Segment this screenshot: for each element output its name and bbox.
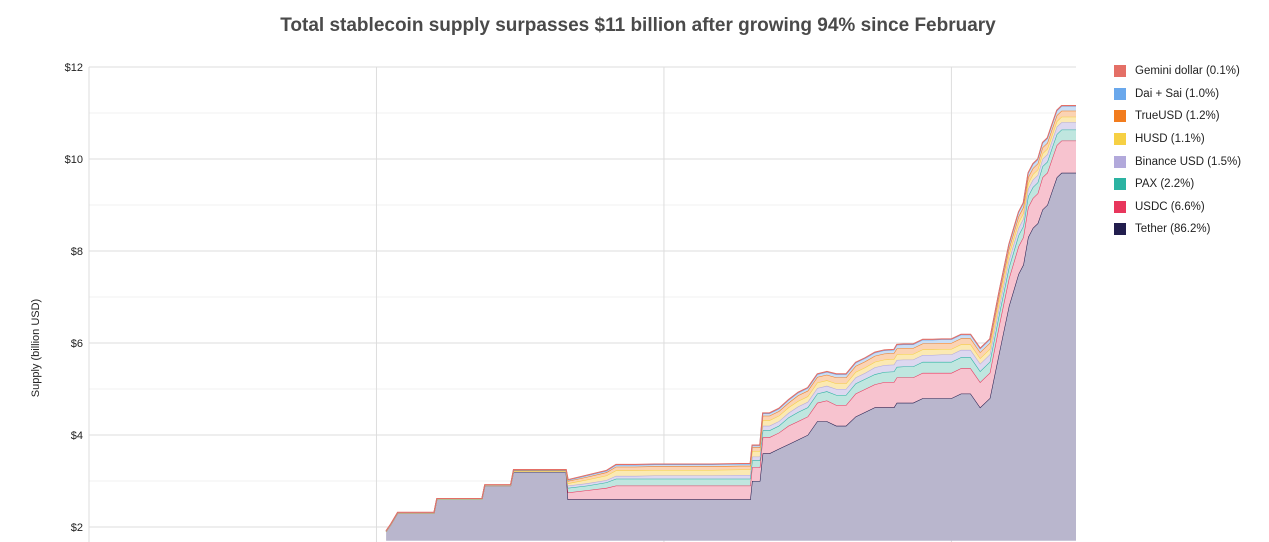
legend-item: USDC (6.6%) — [1114, 196, 1241, 219]
legend-swatch — [1114, 178, 1126, 191]
legend-label: Binance USD (1.5%) — [1135, 155, 1242, 168]
legend-swatch — [1114, 110, 1126, 123]
legend-item: PAX (2.2%) — [1114, 173, 1241, 196]
y-tick-label: $2 — [71, 522, 83, 534]
legend-item: HUSD (1.1%) — [1114, 128, 1241, 151]
y-tick-label: $4 — [71, 430, 83, 442]
chart-title: Total stablecoin supply surpasses $11 bi… — [280, 15, 996, 36]
legend-swatch — [1114, 65, 1126, 78]
legend-label: Dai + Sai (1.0%) — [1135, 87, 1220, 100]
y-tick-label: $6 — [71, 338, 83, 350]
legend-swatch — [1114, 223, 1126, 236]
area-tether — [386, 172, 1077, 541]
y-tick-label: $12 — [65, 62, 83, 74]
legend-item: Tether (86.2%) — [1114, 218, 1241, 241]
legend-swatch — [1114, 87, 1126, 100]
area-series-group — [385, 105, 1077, 541]
legend-swatch — [1114, 155, 1126, 168]
line-gemini-dollar — [385, 105, 1076, 532]
legend-label: Gemini dollar (0.1%) — [1135, 65, 1240, 78]
legend-label: HUSD (1.1%) — [1135, 133, 1205, 146]
legend-item: TrueUSD (1.2%) — [1114, 105, 1241, 128]
y-axis-label: Supply (billion USD) — [30, 299, 42, 397]
legend: Gemini dollar (0.1%) Dai + Sai (1.0%) True… — [1114, 60, 1241, 241]
legend-label: Tether (86.2%) — [1135, 223, 1211, 236]
legend-label: USDC (6.6%) — [1135, 200, 1205, 213]
legend-item: Binance USD (1.5%) — [1114, 150, 1241, 173]
legend-swatch — [1114, 200, 1126, 213]
legend-label: TrueUSD (1.2%) — [1135, 110, 1220, 123]
legend-label: PAX (2.2%) — [1135, 178, 1195, 191]
legend-item: Dai + Sai (1.0%) — [1114, 83, 1241, 106]
y-tick-label: $8 — [71, 246, 83, 258]
legend-item: Gemini dollar (0.1%) — [1114, 60, 1241, 83]
legend-swatch — [1114, 133, 1126, 146]
y-axis-ticks: $2 $4 $6 $8 $10 $12 — [65, 62, 83, 534]
y-tick-label: $10 — [65, 154, 83, 166]
